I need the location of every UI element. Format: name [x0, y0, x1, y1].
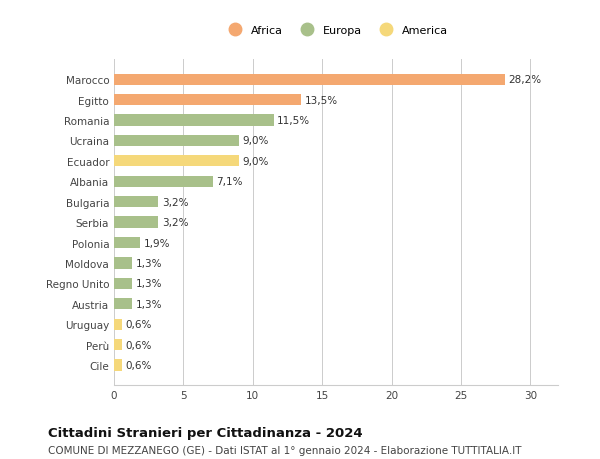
Bar: [114, 74, 505, 86]
Text: 13,5%: 13,5%: [305, 95, 338, 106]
Bar: [114, 176, 212, 187]
Text: 1,3%: 1,3%: [136, 279, 162, 289]
Text: 3,2%: 3,2%: [162, 197, 188, 207]
Text: 9,0%: 9,0%: [242, 157, 269, 167]
Bar: [114, 196, 158, 208]
Text: 28,2%: 28,2%: [509, 75, 542, 85]
Bar: [114, 258, 132, 269]
Bar: [114, 95, 301, 106]
Text: Cittadini Stranieri per Cittadinanza - 2024: Cittadini Stranieri per Cittadinanza - 2…: [48, 426, 362, 439]
Text: 1,3%: 1,3%: [136, 258, 162, 269]
Bar: [114, 217, 158, 228]
Text: 0,6%: 0,6%: [126, 360, 152, 370]
Bar: [114, 359, 122, 371]
Bar: [114, 298, 132, 310]
Text: COMUNE DI MEZZANEGO (GE) - Dati ISTAT al 1° gennaio 2024 - Elaborazione TUTTITAL: COMUNE DI MEZZANEGO (GE) - Dati ISTAT al…: [48, 445, 521, 455]
Bar: [114, 156, 239, 167]
Text: 1,3%: 1,3%: [136, 299, 162, 309]
Text: 7,1%: 7,1%: [216, 177, 242, 187]
Text: 0,6%: 0,6%: [126, 340, 152, 350]
Text: 1,9%: 1,9%: [144, 238, 170, 248]
Bar: [114, 115, 274, 126]
Text: 11,5%: 11,5%: [277, 116, 310, 126]
Text: 3,2%: 3,2%: [162, 218, 188, 228]
Bar: [114, 278, 132, 289]
Bar: [114, 339, 122, 350]
Bar: [114, 319, 122, 330]
Text: 9,0%: 9,0%: [242, 136, 269, 146]
Legend: Africa, Europa, America: Africa, Europa, America: [221, 23, 451, 39]
Bar: [114, 135, 239, 147]
Text: 0,6%: 0,6%: [126, 319, 152, 330]
Bar: [114, 237, 140, 249]
